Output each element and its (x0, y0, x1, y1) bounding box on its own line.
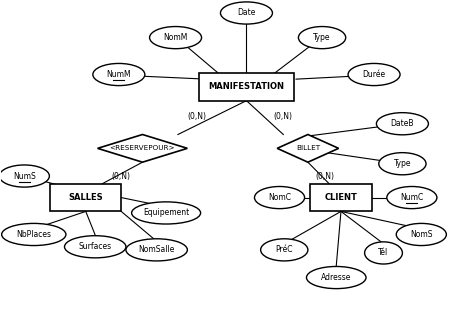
Text: DateB: DateB (391, 119, 414, 128)
Text: NomSalle: NomSalle (138, 245, 175, 254)
Text: Equipement: Equipement (143, 209, 189, 218)
Text: Durée: Durée (363, 70, 386, 79)
Polygon shape (98, 134, 187, 162)
Text: (0,N): (0,N) (112, 171, 131, 180)
Text: SALLES: SALLES (68, 193, 103, 202)
Ellipse shape (261, 239, 308, 261)
Polygon shape (277, 134, 338, 162)
Text: (0,N): (0,N) (315, 171, 334, 180)
Text: Adresse: Adresse (321, 273, 351, 282)
Ellipse shape (93, 63, 145, 86)
Text: NomC: NomC (268, 193, 291, 202)
Text: NumC: NumC (400, 193, 423, 202)
Text: (0,N): (0,N) (187, 112, 206, 121)
Text: NomS: NomS (410, 230, 433, 239)
FancyBboxPatch shape (310, 184, 372, 211)
Ellipse shape (396, 223, 447, 246)
FancyBboxPatch shape (199, 73, 294, 101)
Ellipse shape (150, 27, 201, 49)
Ellipse shape (365, 242, 402, 264)
Text: PréC: PréC (275, 245, 293, 254)
Ellipse shape (376, 113, 428, 135)
Ellipse shape (379, 153, 426, 175)
Text: Date: Date (237, 9, 255, 18)
Ellipse shape (299, 27, 346, 49)
Ellipse shape (0, 165, 49, 187)
Ellipse shape (64, 236, 126, 258)
Text: Tél: Tél (378, 248, 389, 257)
Ellipse shape (307, 266, 366, 289)
Ellipse shape (132, 202, 201, 224)
FancyBboxPatch shape (50, 184, 121, 211)
Ellipse shape (1, 223, 66, 246)
Ellipse shape (255, 187, 305, 209)
Ellipse shape (220, 2, 273, 24)
Text: Type: Type (313, 33, 331, 42)
Text: (0,N): (0,N) (274, 112, 293, 121)
Text: <RESERVEPOUR>: <RESERVEPOUR> (109, 145, 175, 151)
Text: NumS: NumS (13, 171, 36, 180)
Text: NbPlaces: NbPlaces (16, 230, 51, 239)
Ellipse shape (348, 63, 400, 86)
Text: NomM: NomM (164, 33, 188, 42)
Ellipse shape (387, 187, 437, 209)
Text: Surfaces: Surfaces (79, 242, 112, 251)
Text: Type: Type (394, 159, 411, 168)
Text: BILLET: BILLET (296, 145, 320, 151)
Text: MANIFESTATION: MANIFESTATION (209, 82, 284, 91)
Text: CLIENT: CLIENT (325, 193, 357, 202)
Text: NumM: NumM (107, 70, 131, 79)
Ellipse shape (126, 239, 187, 261)
